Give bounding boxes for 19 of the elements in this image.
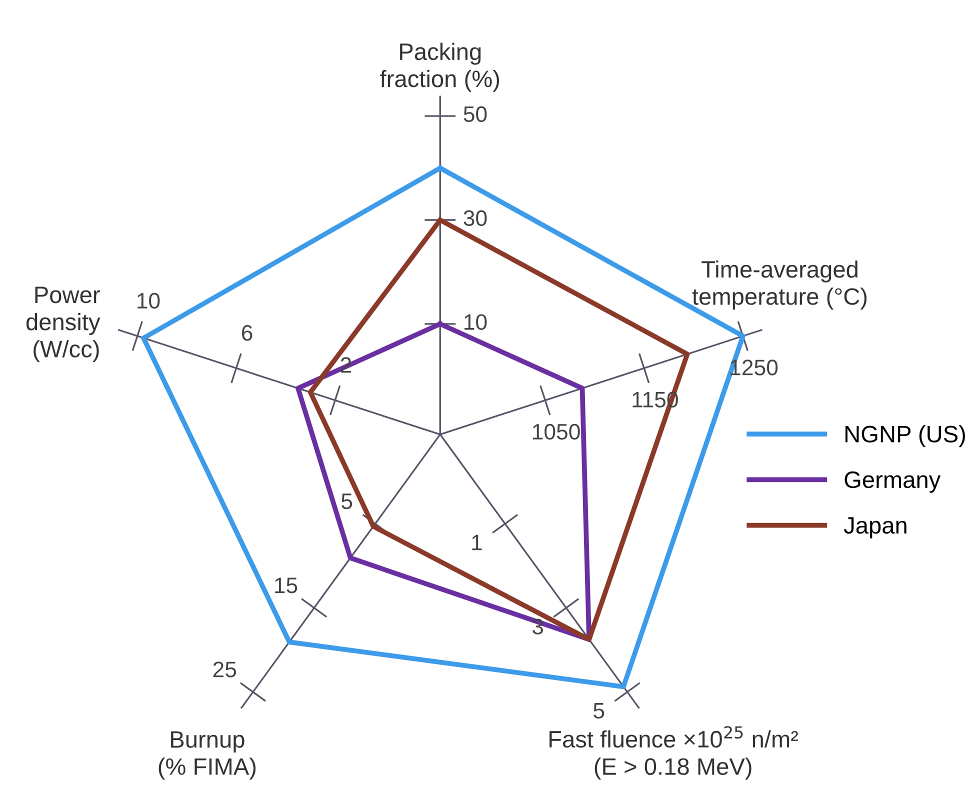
text: 30 — [464, 210, 487, 226]
spoke-label: Burnup (% FIMA) — [158, 731, 256, 780]
text: 15 — [275, 578, 298, 594]
text: 5 — [594, 703, 604, 719]
spoke-label: Time-averaged temperature (°C) — [692, 260, 867, 310]
spoke-label: Fast fluence ×10$^{25}$ n/m² (E > 0.18 MeV) — [550, 726, 798, 780]
text: 5 — [342, 494, 352, 510]
spoke-label: Packing fraction (%) — [380, 42, 500, 92]
text: 10 — [464, 314, 487, 330]
legend-label: NGNP (US) — [845, 425, 965, 448]
legend-label: Germany — [844, 471, 941, 493]
legend-label: Japan — [844, 517, 906, 538]
text: 6 — [242, 325, 252, 341]
text: 10 — [138, 292, 160, 309]
text: 50 — [464, 106, 487, 122]
text: 1050 — [533, 424, 580, 440]
spoke-label: Power density (W/cc) — [26, 286, 100, 362]
text: 1 — [472, 534, 482, 550]
text: 25 — [213, 662, 236, 678]
